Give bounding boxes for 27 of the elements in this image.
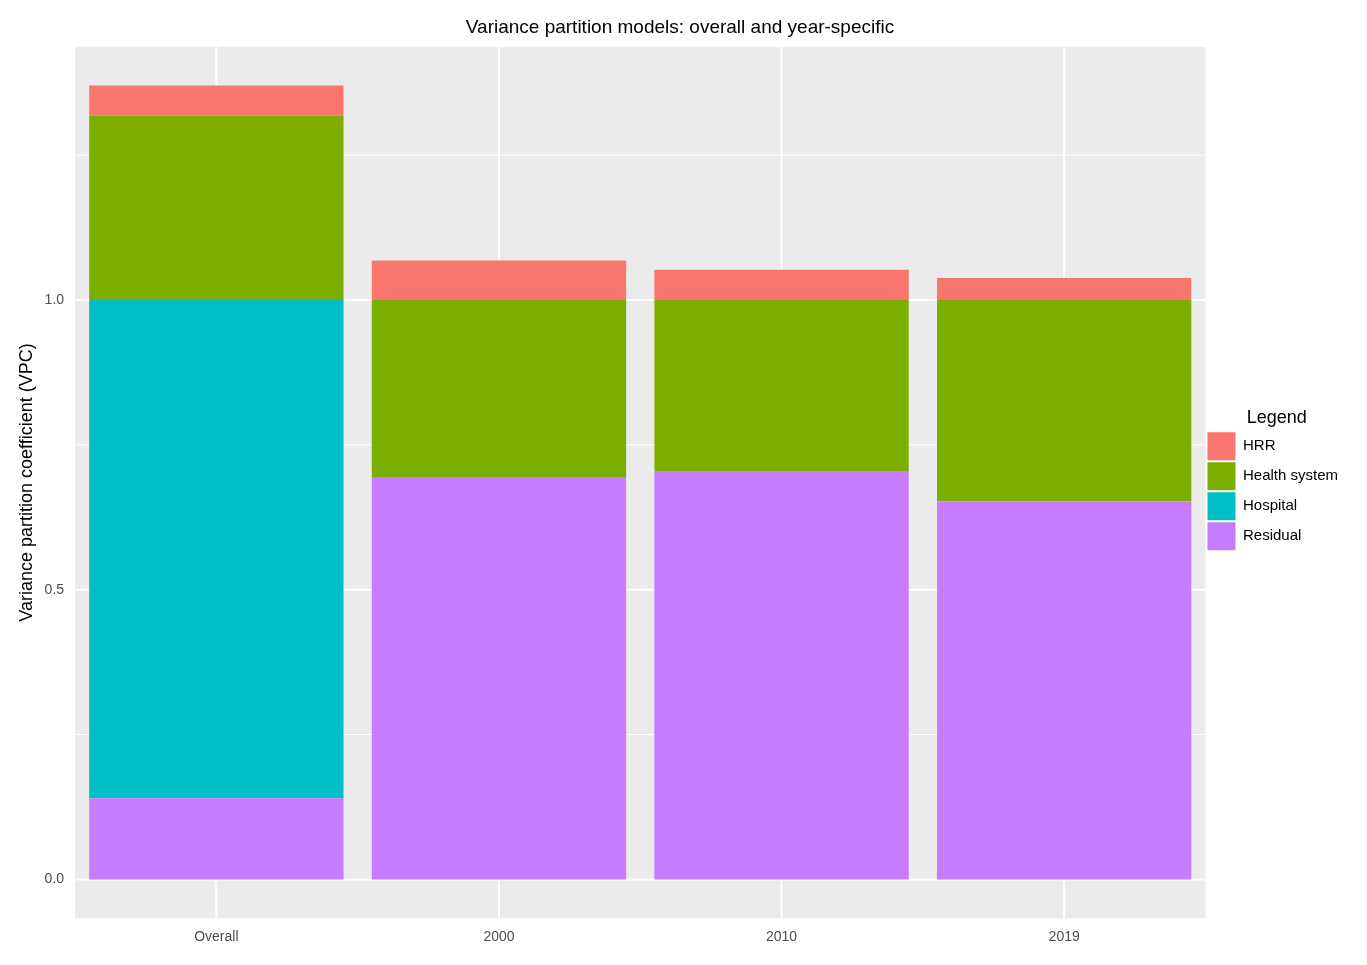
legend-label: HRR bbox=[1242, 436, 1276, 454]
x-tick-label: 2019 bbox=[1048, 928, 1080, 945]
x-tick-label: 2000 bbox=[483, 928, 515, 945]
bar bbox=[89, 299, 344, 799]
x-tick-label: Overall bbox=[194, 928, 239, 945]
bar bbox=[937, 299, 1192, 502]
bar bbox=[937, 277, 1192, 300]
bar bbox=[654, 470, 909, 880]
bar bbox=[371, 260, 627, 300]
legend-label: Health system bbox=[1242, 466, 1339, 484]
bar bbox=[371, 299, 627, 478]
y-tick-label: 0.5 bbox=[44, 580, 65, 597]
bar bbox=[89, 798, 344, 880]
legend-label: Hospital bbox=[1242, 496, 1298, 514]
y-tick-label: 1.0 bbox=[44, 290, 65, 307]
y-axis-title: Variance partition coefficient (VPC) bbox=[15, 343, 36, 622]
bar bbox=[937, 501, 1192, 880]
bar bbox=[654, 269, 909, 300]
x-tick-label: 2010 bbox=[765, 928, 798, 945]
bar bbox=[371, 477, 627, 880]
bar bbox=[89, 115, 344, 300]
chart-title: Variance partition models: overall and year-specific bbox=[465, 15, 895, 37]
bar bbox=[654, 299, 909, 471]
y-tick-label: 0.0 bbox=[44, 870, 65, 887]
bar bbox=[89, 85, 344, 116]
legend-label: Residual bbox=[1242, 526, 1302, 544]
legend-title: Legend bbox=[1246, 406, 1307, 427]
